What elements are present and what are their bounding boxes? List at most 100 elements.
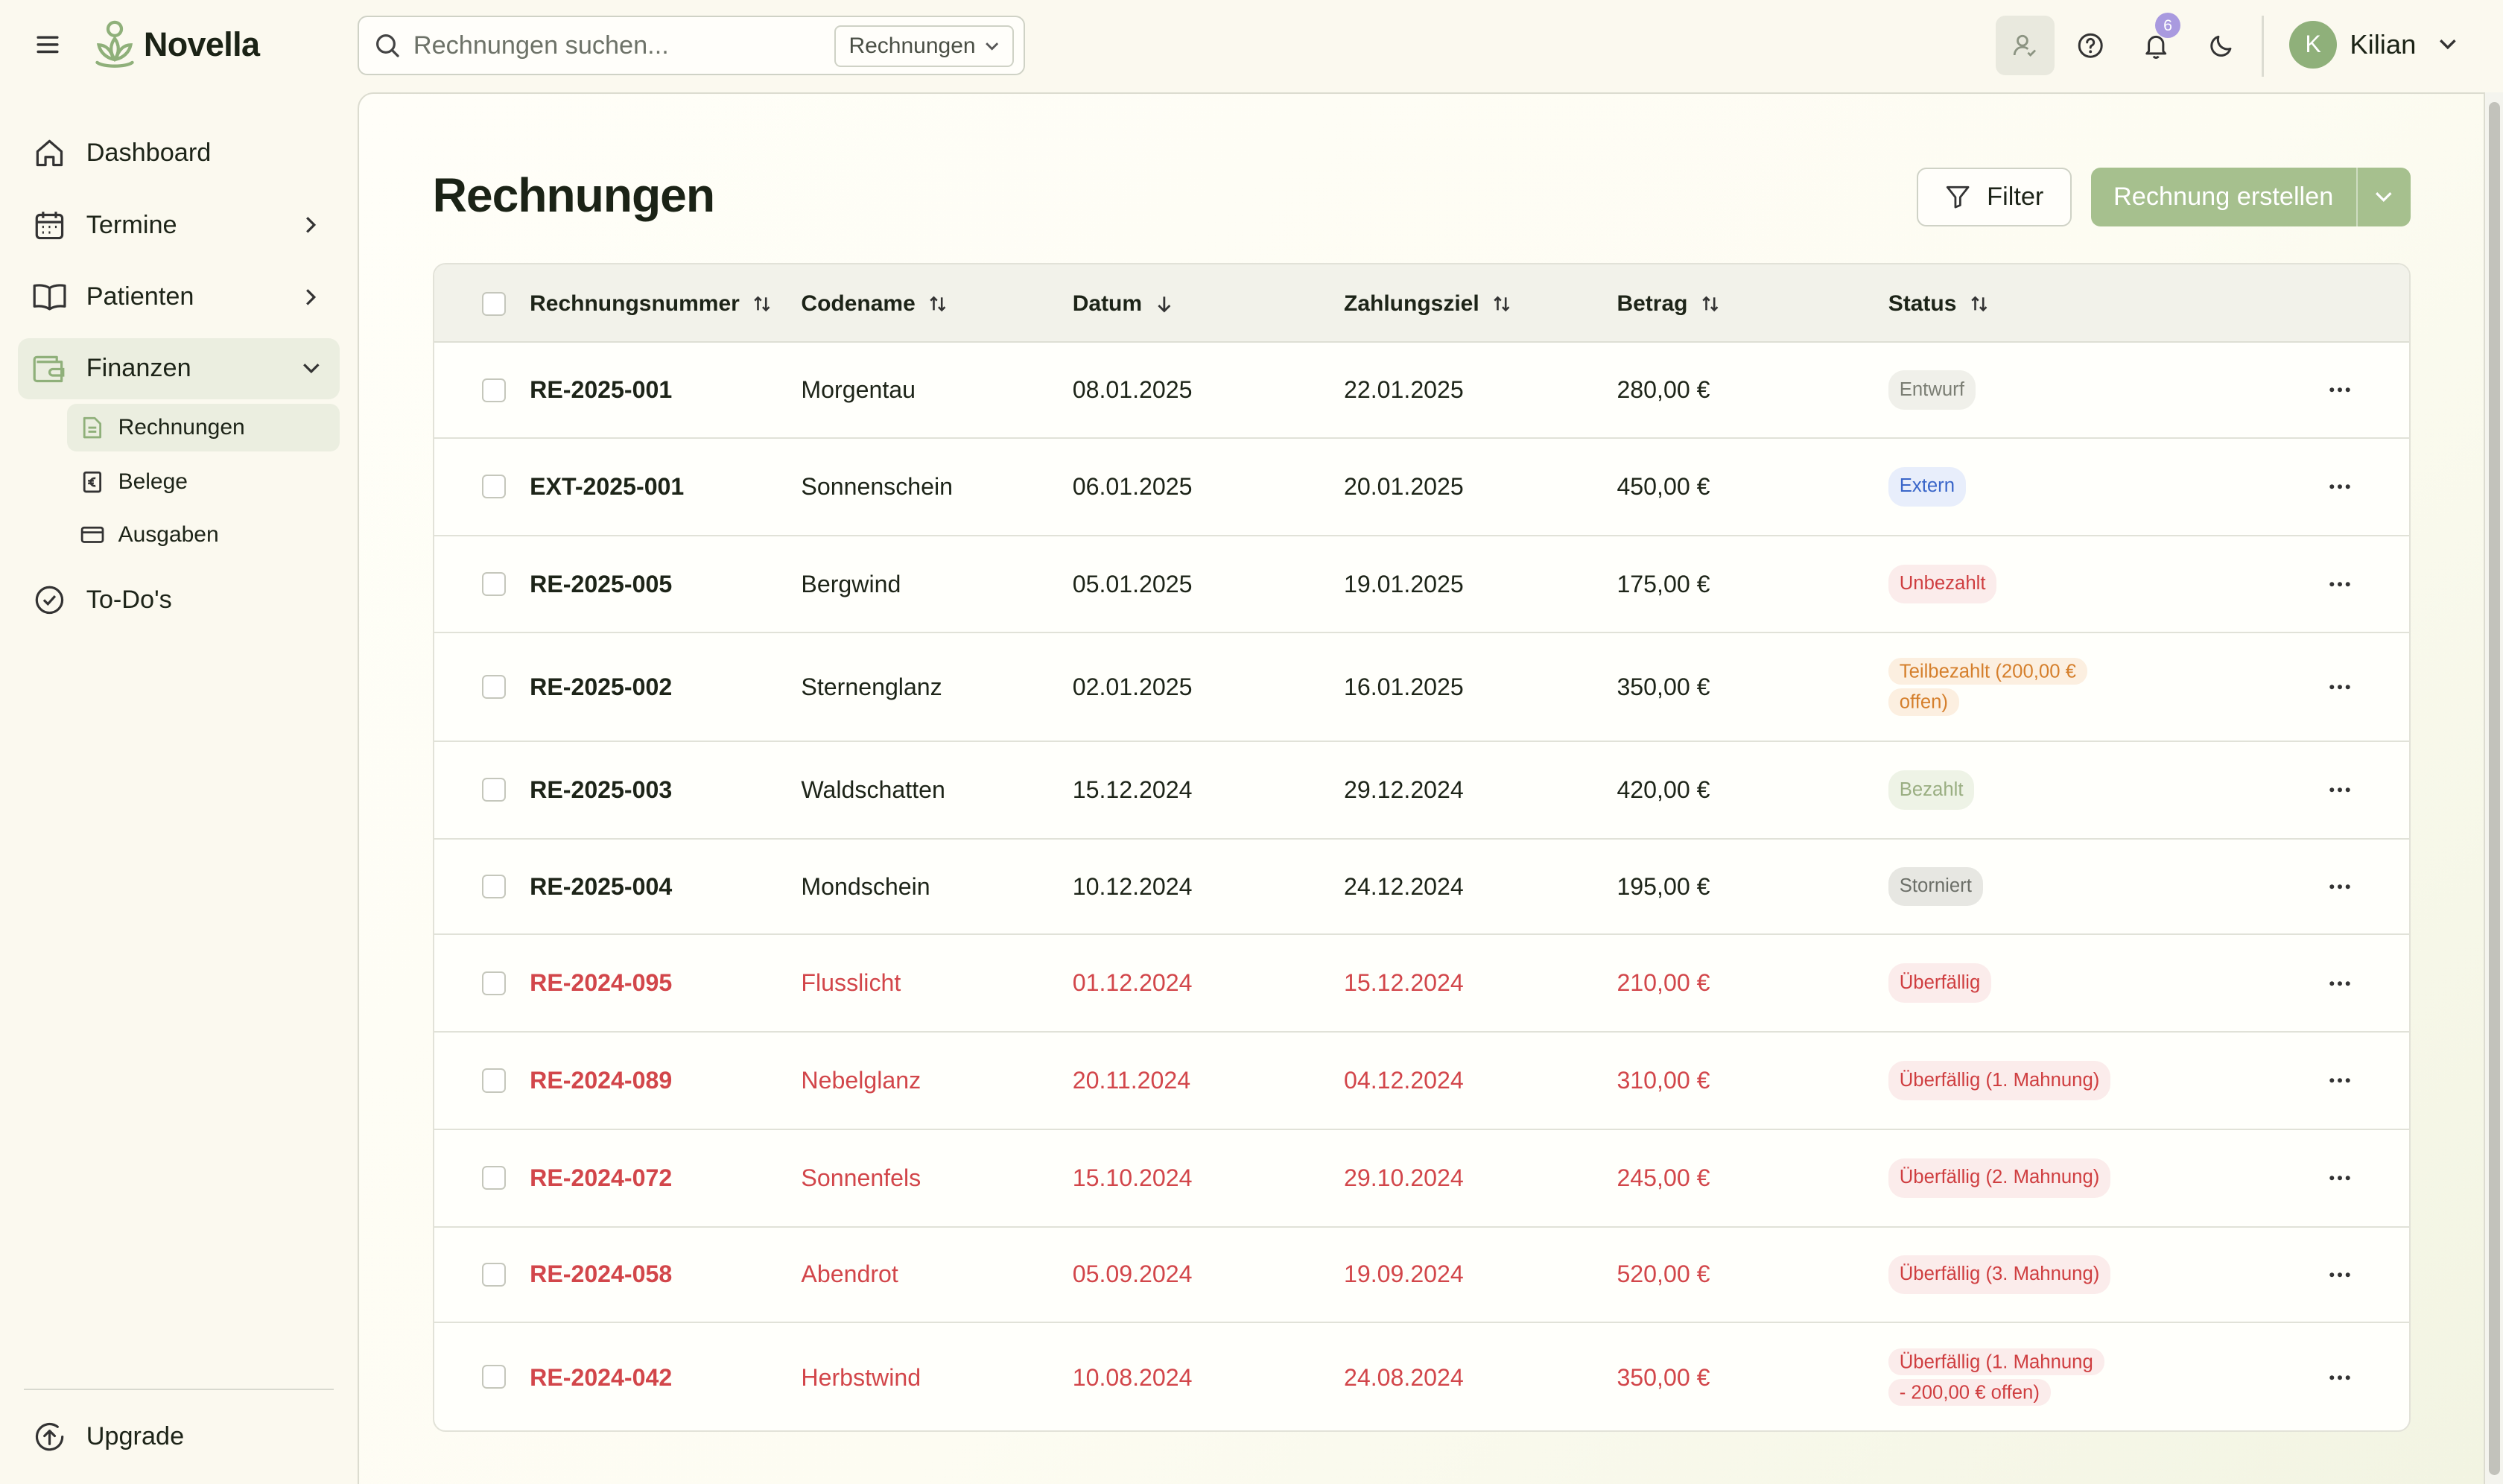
row-actions-button[interactable] <box>2329 439 2351 535</box>
sidebar-item-label: Finanzen <box>86 354 191 383</box>
codename: Bergwind <box>801 570 901 597</box>
row-checkbox[interactable] <box>481 475 506 499</box>
row-actions-button[interactable] <box>2329 1130 2351 1226</box>
column-header-betrag[interactable]: Betrag <box>1617 264 1719 343</box>
table-row[interactable]: RE-2025-003 Waldschatten 15.12.2024 29.12.2… <box>434 742 2409 840</box>
row-actions-button[interactable] <box>2329 1033 2351 1129</box>
upgrade-button[interactable]: Upgrade <box>18 1407 340 1467</box>
row-actions-button[interactable] <box>2329 935 2351 1031</box>
create-invoice-dropdown[interactable] <box>2358 168 2411 226</box>
invoice-number[interactable]: RE-2024-072 <box>530 1164 673 1191</box>
row-checkbox[interactable] <box>481 875 506 899</box>
table-row[interactable]: RE-2025-002 Sternenglanz 02.01.2025 16.01.2… <box>434 633 2409 743</box>
scrollbar-thumb[interactable] <box>2488 102 2500 1476</box>
sidebar-item-patienten[interactable]: Patienten <box>18 267 340 327</box>
invoice-number[interactable]: RE-2024-042 <box>530 1363 673 1391</box>
divider <box>2262 16 2264 77</box>
more-horizontal-icon <box>2329 1078 2351 1083</box>
table-row[interactable]: RE-2025-001 Morgentau 08.01.2025 22.01.2025… <box>434 343 2409 439</box>
table-row[interactable]: RE-2025-005 Bergwind 05.01.2025 19.01.2025 1… <box>434 536 2409 634</box>
user-menu[interactable]: K Kilian <box>2288 20 2458 69</box>
codename: Sonnenfels <box>801 1164 921 1191</box>
row-checkbox[interactable] <box>481 378 506 402</box>
menu-icon[interactable] <box>31 27 66 62</box>
column-header-codename[interactable]: Codename <box>801 264 947 343</box>
select-all-checkbox[interactable] <box>481 291 506 316</box>
invoice-date: 08.01.2025 <box>1072 376 1193 404</box>
amount: 245,00 € <box>1617 1164 1710 1191</box>
row-actions-button[interactable] <box>2329 536 2351 632</box>
invoice-number[interactable]: RE-2025-004 <box>530 872 673 900</box>
due-date: 20.01.2025 <box>1344 472 1464 500</box>
row-actions-button[interactable] <box>2329 1323 2351 1430</box>
sidebar-item-finanzen[interactable]: Finanzen <box>17 338 340 399</box>
sidebar-item-termine[interactable]: Termine <box>18 194 340 255</box>
status-badge: Entwurf <box>1888 370 1976 410</box>
row-actions-button[interactable] <box>2329 1228 2351 1322</box>
row-actions-button[interactable] <box>2329 633 2351 741</box>
sidebar-item-todos[interactable]: To-Do's <box>18 570 340 630</box>
row-checkbox[interactable] <box>481 1364 506 1389</box>
table-row[interactable]: RE-2024-058 Abendrot 05.09.2024 19.09.2024 5… <box>434 1228 2409 1324</box>
column-header-datum[interactable]: Datum <box>1073 264 1174 343</box>
sidebar-subitem-rechnungen[interactable]: Rechnungen <box>67 404 340 452</box>
invoice-number[interactable]: RE-2024-095 <box>530 969 673 997</box>
status-cell: Unbezahlt <box>1888 536 1997 632</box>
theme-toggle-button[interactable] <box>2192 16 2250 74</box>
row-checkbox[interactable] <box>481 571 506 597</box>
table-row[interactable]: RE-2024-095 Flusslicht 01.12.2024 15.12.202… <box>434 935 2409 1033</box>
sidebar-subitem-ausgaben[interactable]: Ausgaben <box>67 511 340 559</box>
create-invoice-button-group: Rechnung erstellen <box>2091 167 2411 227</box>
row-checkbox[interactable] <box>481 778 506 802</box>
amount: 280,00 € <box>1617 376 1710 404</box>
document-icon <box>80 415 105 440</box>
row-checkbox[interactable] <box>481 675 506 700</box>
row-checkbox[interactable] <box>481 1068 506 1093</box>
filter-button[interactable]: Filter <box>1917 167 2072 227</box>
status-badge: Bezahlt <box>1888 770 1975 810</box>
app-logo[interactable]: Novella <box>92 19 260 71</box>
search-scope-select[interactable]: Rechnungen <box>834 25 1014 67</box>
calendar-icon <box>32 208 67 243</box>
row-actions-button[interactable] <box>2329 742 2351 838</box>
invoice-number[interactable]: RE-2024-089 <box>530 1067 673 1094</box>
table-row[interactable]: RE-2025-004 Mondschein 10.12.2024 24.12.202… <box>434 840 2409 936</box>
table-row[interactable]: RE-2024-072 Sonnenfels 15.10.2024 29.10.202… <box>434 1130 2409 1228</box>
create-invoice-button[interactable]: Rechnung erstellen <box>2091 168 2356 226</box>
help-button[interactable] <box>2061 16 2119 74</box>
invoice-number[interactable]: RE-2025-002 <box>530 673 673 700</box>
status-badge: Überfällig <box>1888 963 1992 1003</box>
row-actions-button[interactable] <box>2329 343 2351 437</box>
sidebar-item-dashboard[interactable]: Dashboard <box>18 123 340 183</box>
column-label: Betrag <box>1617 291 1688 316</box>
invoice-number[interactable]: RE-2024-058 <box>530 1261 673 1288</box>
sidebar-subitem-label: Rechnungen <box>118 415 245 440</box>
table-row[interactable]: EXT-2025-001 Sonnenschein 06.01.2025 20.01.… <box>434 439 2409 536</box>
column-header-rechnungsnummer[interactable]: Rechnungsnummer <box>530 264 772 343</box>
amount: 350,00 € <box>1617 1363 1710 1391</box>
column-header-zahlungsziel[interactable]: Zahlungsziel <box>1344 264 1511 343</box>
scrollbar[interactable] <box>2485 92 2503 1484</box>
table-row[interactable]: RE-2024-042 Herbstwind 10.08.2024 24.08.202… <box>434 1323 2409 1430</box>
amount: 450,00 € <box>1617 472 1710 500</box>
notifications-button[interactable]: 6 <box>2126 13 2185 74</box>
user-check-button[interactable] <box>1995 16 2055 75</box>
status-badge-text: Überfällig (1. Mahnung - 200,00 € offen) <box>1888 1348 2104 1407</box>
divider <box>2356 167 2358 227</box>
row-checkbox[interactable] <box>481 1262 506 1287</box>
search-input[interactable] <box>413 31 828 60</box>
table-row[interactable]: RE-2024-089 Nebelglanz 20.11.2024 04.12.202… <box>434 1033 2409 1130</box>
invoice-number[interactable]: RE-2025-001 <box>530 376 673 404</box>
row-checkbox[interactable] <box>481 971 506 995</box>
invoice-number[interactable]: RE-2025-005 <box>530 570 673 597</box>
column-header-status[interactable]: Status <box>1888 264 1989 343</box>
invoice-number[interactable]: RE-2025-003 <box>530 776 673 803</box>
invoice-number[interactable]: EXT-2025-001 <box>530 472 685 500</box>
row-actions-button[interactable] <box>2329 840 2351 934</box>
sidebar-subitem-belege[interactable]: Belege <box>67 458 340 506</box>
amount: 210,00 € <box>1617 969 1710 997</box>
row-checkbox[interactable] <box>481 1166 506 1190</box>
search-icon <box>375 31 404 60</box>
card-icon <box>80 522 105 548</box>
codename: Sternenglanz <box>801 673 942 700</box>
